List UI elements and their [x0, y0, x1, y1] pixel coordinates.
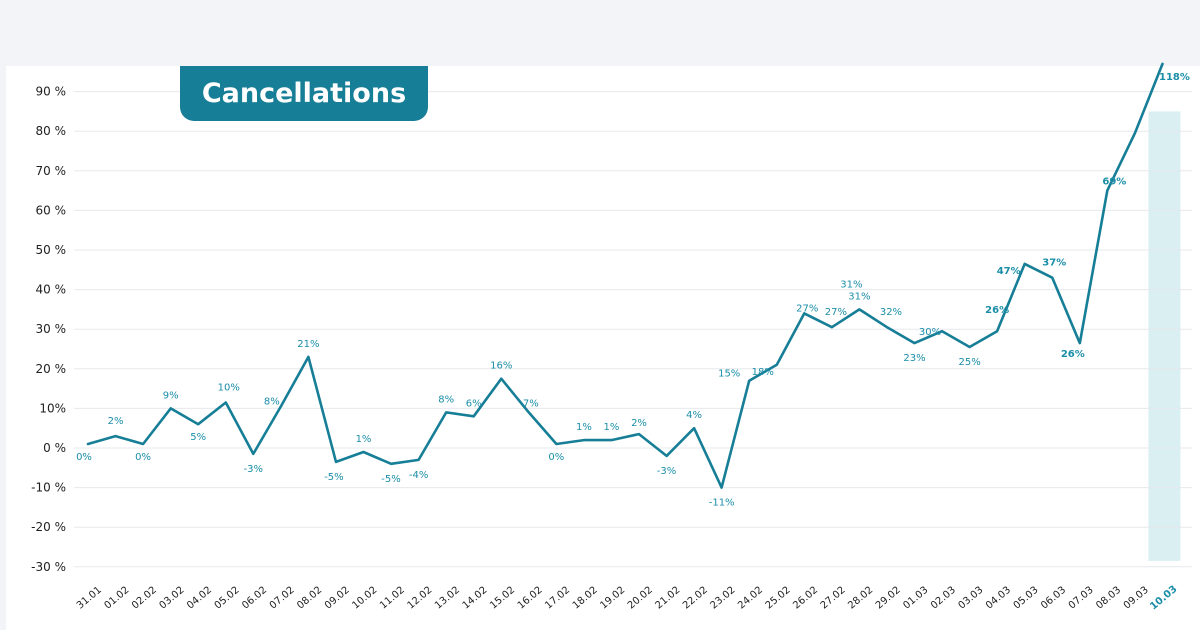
x-tick-label: 02.02 [130, 585, 159, 612]
data-label: 0% [548, 452, 564, 463]
x-tick-label: 29.02 [874, 585, 903, 612]
x-tick-label: 26.02 [791, 585, 820, 612]
x-tick-label: 09.02 [323, 585, 352, 612]
data-label-extra: 31% [840, 279, 862, 290]
x-tick-label: 08.02 [295, 585, 324, 612]
x-tick-label: 13.02 [433, 585, 462, 612]
data-label: 37% [1042, 258, 1066, 269]
data-label: -5% [324, 472, 343, 483]
y-tick-label: 0 % [43, 441, 66, 455]
data-label: 16% [490, 361, 512, 372]
data-label: 32% [880, 307, 902, 318]
x-tick-label: 06.02 [240, 585, 269, 612]
x-tick-label: 31.01 [75, 585, 104, 612]
data-label: -11% [709, 498, 735, 509]
data-label: -3% [244, 464, 263, 475]
x-tick-label: 21.02 [653, 585, 682, 612]
x-tick-label: 23.02 [709, 585, 738, 612]
data-label: 2% [108, 416, 124, 427]
data-label: 0% [76, 452, 92, 463]
data-label: 15% [718, 369, 740, 380]
chart-panel [6, 66, 1200, 630]
y-tick-label: 50 % [36, 243, 67, 257]
x-tick-label: 07.02 [268, 585, 297, 612]
x-tick-label: 22.02 [681, 585, 710, 612]
data-label: 26% [985, 305, 1009, 316]
x-tick-label: 10.03 [1148, 584, 1179, 613]
x-tick-label: 06.03 [1039, 585, 1068, 612]
data-label: -3% [657, 466, 676, 477]
data-label: 27% [825, 307, 847, 318]
data-label: 25% [958, 357, 980, 368]
data-label: 10% [218, 382, 240, 393]
chart-title: Cancellations [180, 66, 428, 121]
x-tick-label: 28.02 [846, 585, 875, 612]
series-line [86, 62, 1164, 489]
x-tick-label: 27.02 [819, 585, 848, 612]
data-label: 4% [686, 410, 702, 421]
x-tick-label: 02.03 [929, 585, 958, 612]
data-label: -4% [409, 470, 428, 481]
x-tick-label: 03.03 [956, 585, 985, 612]
data-label: -5% [381, 474, 400, 485]
y-tick-label: 30 % [36, 322, 67, 336]
y-tick-label: -30 % [31, 560, 66, 574]
data-label: 118% [1159, 72, 1190, 83]
x-tick-label: 16.02 [516, 585, 545, 612]
x-tick-label: 15.02 [488, 585, 517, 612]
data-label: 26% [1061, 349, 1085, 360]
data-label: 1% [576, 422, 592, 433]
x-tick-label: 12.02 [405, 585, 434, 612]
data-label: 7% [523, 398, 539, 409]
x-tick-label: 07.03 [1067, 585, 1096, 612]
data-label: 6% [466, 398, 482, 409]
data-label: 27% [796, 303, 818, 314]
x-tick-label: 17.02 [543, 585, 572, 612]
data-label: 5% [190, 432, 206, 443]
x-tick-label: 04.02 [185, 585, 214, 612]
x-tick-label: 03.02 [158, 585, 187, 612]
x-tick-label: 10.02 [350, 585, 379, 612]
data-label: 1% [356, 434, 372, 445]
data-label: 0% [135, 452, 151, 463]
y-tick-label: 70 % [36, 164, 67, 178]
x-tick-label: 19.02 [598, 585, 627, 612]
y-tick-label: 90 % [36, 85, 67, 99]
x-tick-label: 04.03 [984, 585, 1013, 612]
data-label: 30% [919, 327, 941, 338]
highlight-band [1148, 111, 1181, 561]
data-label: 18% [752, 367, 774, 378]
x-tick-label: 20.02 [626, 585, 655, 612]
data-label: 9% [163, 390, 179, 401]
x-tick-label: 05.02 [213, 585, 242, 612]
x-tick-label: 01.02 [102, 585, 131, 612]
y-tick-label: 40 % [36, 283, 67, 297]
y-tick-label: 10% [39, 401, 66, 415]
x-tick-label: 24.02 [736, 585, 765, 612]
y-tick-label: 20 % [36, 362, 67, 376]
y-tick-label: 60 % [36, 203, 67, 217]
data-label: 47% [997, 266, 1021, 277]
data-label: 21% [297, 339, 319, 350]
data-label: 2% [631, 418, 647, 429]
y-tick-label: -10 % [31, 481, 66, 495]
x-tick-label: 11.02 [378, 585, 407, 612]
data-label: 1% [604, 422, 620, 433]
data-label: 69% [1102, 177, 1126, 188]
x-tick-label: 09.03 [1122, 585, 1151, 612]
x-tick-label: 18.02 [571, 585, 600, 612]
data-label: 8% [264, 396, 280, 407]
x-tick-label: 05.03 [1012, 585, 1041, 612]
y-tick-label: -20 % [31, 520, 66, 534]
x-tick-label: 01.03 [901, 585, 930, 612]
data-label: 31% [848, 291, 870, 302]
x-tick-label: 08.03 [1094, 585, 1123, 612]
data-label: 23% [903, 353, 925, 364]
x-tick-label: 25.02 [764, 585, 793, 612]
y-tick-label: 80 % [36, 124, 67, 138]
x-tick-label: 14.02 [461, 585, 490, 612]
data-label: 8% [438, 394, 454, 405]
